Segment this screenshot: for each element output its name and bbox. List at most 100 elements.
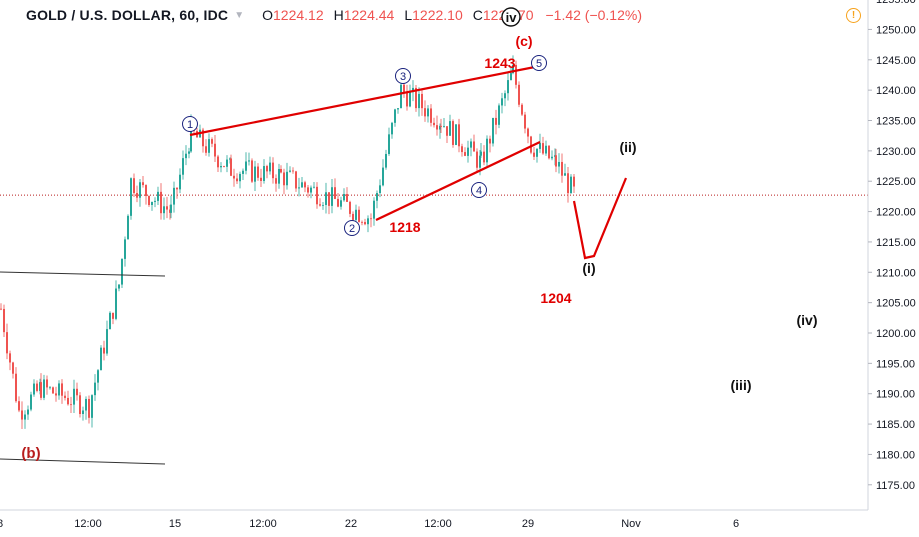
candle-body [536,148,538,157]
wave-iv-circled-label: iv [501,7,521,27]
candle-body [388,134,390,154]
candle-body [449,121,451,136]
candle-body [507,80,509,94]
x-tick-label: 6 [733,518,739,530]
candle-body [495,117,497,125]
candle-body [452,121,454,145]
candle-body [521,104,523,115]
candle-body [73,388,75,405]
candle-body [418,93,420,109]
candle-body [248,160,250,162]
y-tick-label: 1245.00 [876,55,916,67]
warning-icon[interactable]: ! [846,8,861,23]
candle-body [91,395,93,418]
candle-body [173,187,175,205]
candle-body [533,152,535,157]
candle-body [349,201,351,214]
candle-body [289,170,291,172]
candle-body [458,124,460,147]
candle-body [36,383,38,391]
candle-body [443,126,445,128]
candle-body [76,388,78,396]
candle-body [555,155,557,167]
candle-body [52,387,54,394]
candle-body [473,141,475,152]
candle-body [275,178,277,184]
candle-body [214,143,216,157]
x-tick-label: 12:00 [249,518,277,530]
candle-body [0,308,2,310]
candle-body [492,117,494,144]
candle-body [391,122,393,135]
candle-body [433,122,435,126]
wave-ii-label: (ii) [619,139,636,155]
candle-body [301,182,303,188]
candle-body [436,125,438,130]
y-tick-label: 1250.00 [876,24,916,36]
low-value: 1222.10 [412,7,463,23]
candle-body [427,108,429,117]
candle-body [313,186,315,188]
candle-body [573,176,575,187]
candle-body [166,206,168,210]
candle-body [182,158,184,175]
wave-i-label: (i) [582,260,595,276]
wave-overlay: 1 2 3 4 5 iv (c) 1243 1218 1204 (b) (ii)… [0,7,818,465]
candle-body [498,105,500,125]
candle-body [157,191,159,201]
candle-body [558,161,560,167]
candle-body [376,192,378,201]
x-tick-label: 12:00 [74,518,102,530]
candle-body [379,185,381,193]
symbol-title[interactable]: GOLD / U.S. DOLLAR, 60, IDC [26,7,229,23]
wedge-lower-line[interactable] [375,141,541,221]
y-tick-label: 1175.00 [876,480,915,492]
candle-body [127,215,129,240]
candle-body [310,187,312,193]
svg-text:1: 1 [187,119,193,131]
candle-body [115,288,117,319]
x-tick-label: 15 [169,518,181,530]
wedge-upper-line[interactable] [189,64,541,137]
projection-path[interactable] [572,177,628,260]
candle-body [269,162,271,172]
candle-body [151,201,153,206]
candle-body [136,192,138,198]
candle-body [103,347,105,354]
candle-body [64,395,66,398]
y-tick-label: 1195.00 [876,358,915,370]
chevron-down-icon[interactable]: ▼ [234,9,245,21]
candle-body [67,397,69,405]
candle-body [385,153,387,168]
lower-channel-line-upper[interactable] [0,271,166,277]
candle-body [88,398,90,418]
candle-body [40,382,42,398]
candle-body [403,84,405,93]
candle-body [304,182,306,188]
candle-body [439,125,441,130]
candle-body [21,410,23,420]
candle-body [501,98,503,106]
lower-channel-line-lower[interactable] [0,458,166,465]
candle-body [133,178,135,193]
candle-body [33,383,35,395]
candle-body [145,185,147,197]
candle-body [226,159,228,167]
candle-body [337,198,339,207]
candle-body [564,173,566,176]
wave-4-label: 4 [471,182,487,198]
y-tick-label: 1255.00 [876,0,916,6]
candle-body [397,108,399,110]
candle-body [251,160,253,182]
candle-body [567,173,569,194]
open-label: O [262,7,273,23]
wave-iii-label: (iii) [731,377,752,393]
y-tick-label: 1215.00 [876,237,916,249]
candle-body [358,209,360,222]
candle-body [542,143,544,154]
candle-body [530,136,532,153]
candle-body [512,64,514,74]
x-tick-label: Nov [621,518,641,530]
candle-body [236,178,238,182]
